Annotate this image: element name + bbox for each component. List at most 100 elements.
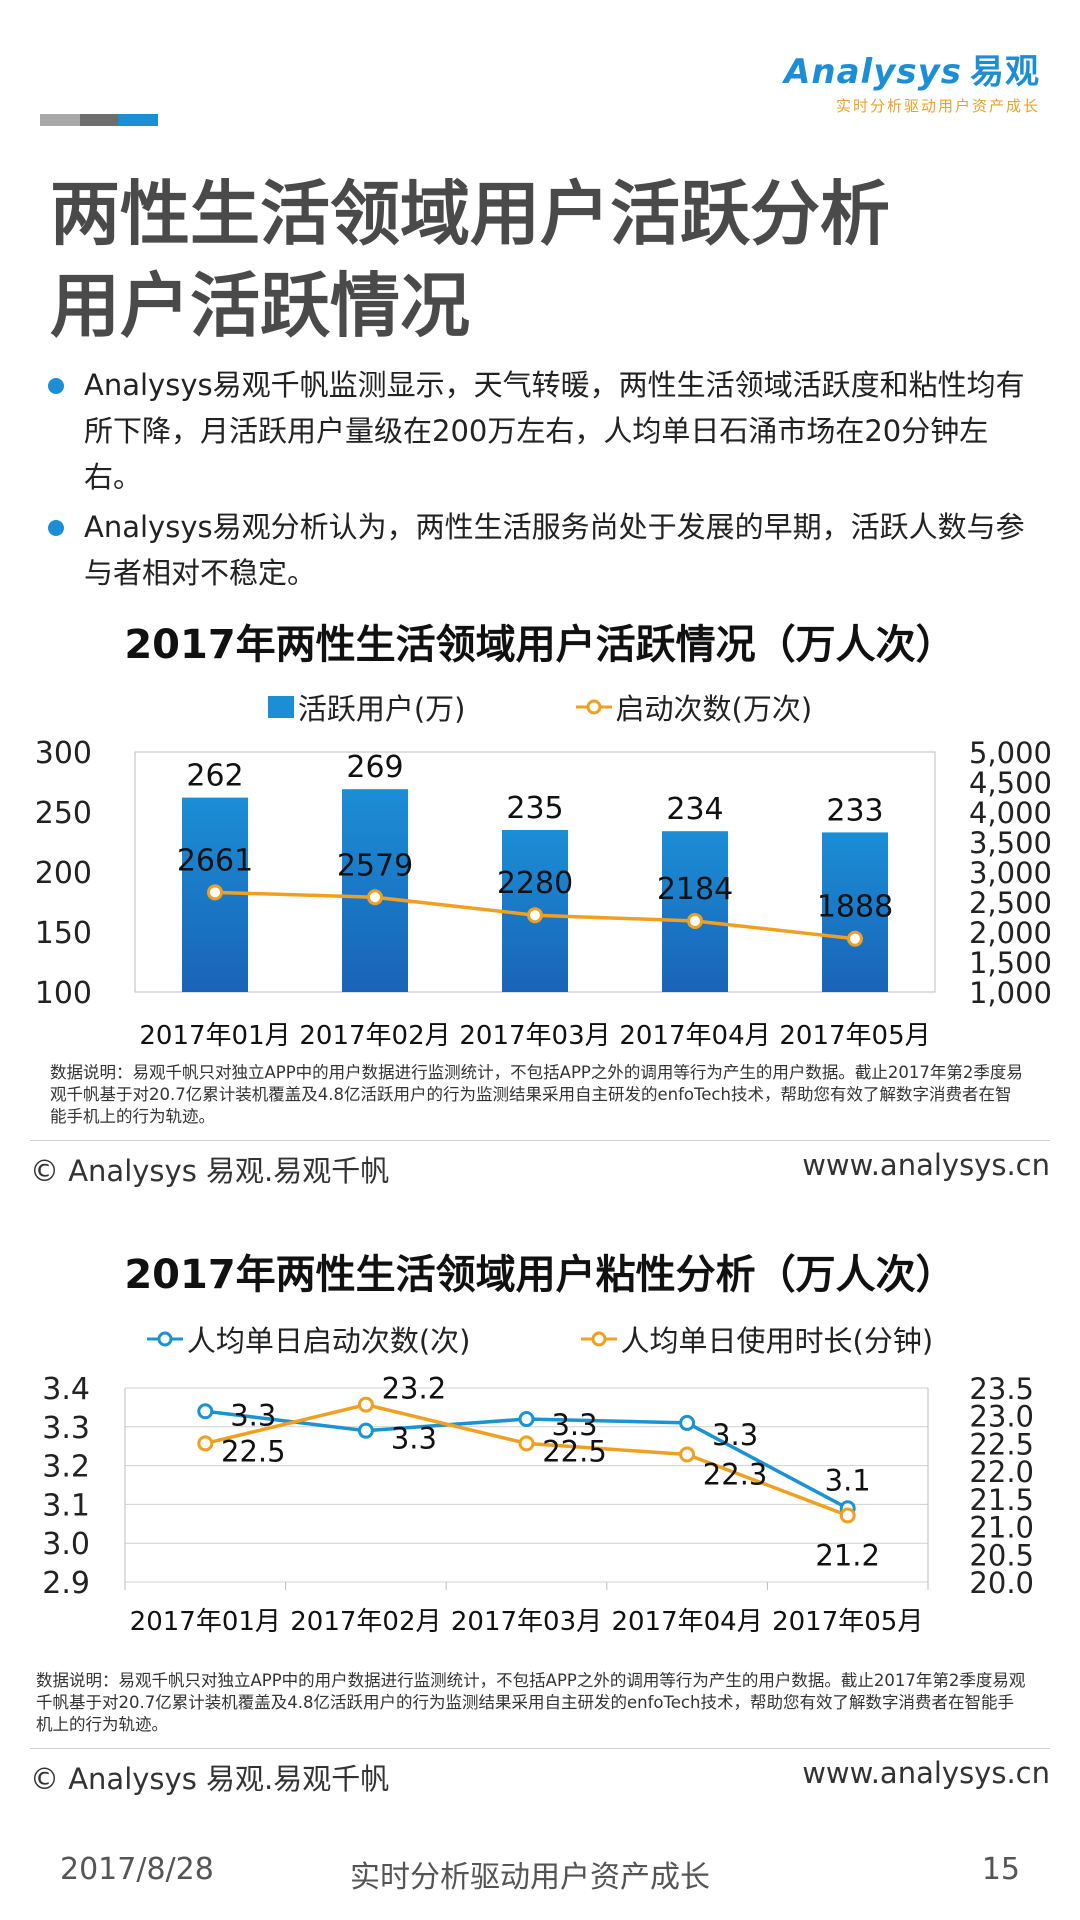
- y-right-tick-label: 22.0: [969, 1455, 1034, 1489]
- bar: [822, 832, 888, 992]
- y-left-tick-label: 3.2: [42, 1450, 90, 1485]
- x-tick-label: 2017年04月: [619, 1021, 770, 1051]
- line-value-label: 3.3: [230, 1398, 276, 1432]
- x-tick-label: 2017年02月: [299, 1021, 450, 1051]
- line-point: [357, 1396, 374, 1413]
- y-right-tick-label: 22.5: [969, 1427, 1034, 1461]
- legend-label: 活跃用户(万): [297, 692, 466, 726]
- title-line-2: 用户活跃情况: [50, 265, 470, 347]
- y-left-tick-label: 3.4: [42, 1372, 90, 1407]
- line-point: [197, 1403, 214, 1420]
- chart1-legend: 活跃用户(万) 启动次数(万次): [0, 686, 1080, 728]
- bar-value-label: 234: [666, 792, 723, 827]
- line-point: [357, 1422, 374, 1439]
- line-value-label: 3.3: [712, 1418, 758, 1452]
- chart1-divider: [30, 1140, 1050, 1141]
- chart2-divider: [30, 1748, 1050, 1749]
- line-point: [518, 1411, 535, 1428]
- bar-value-label: 269: [346, 750, 403, 785]
- y-right-tick-label: 23.0: [969, 1400, 1034, 1434]
- bar-value-label: 235: [506, 791, 563, 826]
- chart1-source-row: © Analysys 易观.易观千帆 www.analysys.cn: [30, 1148, 1050, 1190]
- y-left-tick-label: 3.3: [42, 1411, 90, 1446]
- accent-segment-dark: [80, 114, 118, 126]
- line-value-label: 2280: [497, 866, 573, 901]
- x-tick-label: 2017年05月: [772, 1607, 923, 1637]
- legend-item-active-users: 活跃用户(万): [267, 686, 466, 728]
- y-right-tick-label: 4,000: [969, 796, 1052, 830]
- line-value-label: 21.2: [815, 1538, 880, 1572]
- accent-bar: [40, 114, 158, 126]
- chart2-legend: 人均单日启动次数(次) 人均单日使用时长(分钟): [0, 1318, 1080, 1360]
- line-value-label: 2184: [657, 872, 733, 907]
- legend-item-launches: 启动次数(万次): [575, 686, 813, 728]
- bullet-list: Analysys易观千帆监测显示，天气转暖，两性生活领域活跃度和粘性均有所下降，…: [48, 362, 1038, 600]
- accent-segment-gray: [40, 114, 80, 126]
- legend-label: 启动次数(万次): [615, 692, 813, 726]
- line-point: [527, 907, 543, 924]
- line-value-label: 3.1: [825, 1463, 871, 1497]
- y-left-tick-label: 100: [35, 976, 92, 1011]
- y-left-tick-label: 250: [35, 796, 92, 831]
- chart2-website: www.analysys.cn: [802, 1756, 1050, 1790]
- line-value-label: 3.3: [551, 1408, 597, 1442]
- chart2-plot: 3.43.33.23.13.02.923.523.022.522.021.521…: [42, 1372, 1034, 1637]
- chart1-copyright: © Analysys 易观.易观千帆: [30, 1154, 390, 1188]
- line-point: [518, 1435, 535, 1452]
- bullet-text: Analysys易观千帆监测显示，天气转暖，两性生活领域活跃度和粘性均有所下降，…: [84, 368, 1025, 494]
- line-point: [197, 1435, 214, 1452]
- line-value-label: 2579: [337, 848, 413, 883]
- bullet-dot-icon: [48, 378, 64, 394]
- y-left-tick-label: 200: [35, 856, 92, 891]
- bullet-text: Analysys易观分析认为，两性生活服务尚处于发展的早期，活跃人数与参与者相对…: [84, 510, 1025, 590]
- chart2-title: 2017年两性生活领域用户粘性分析（万人次）: [124, 1252, 956, 1298]
- page-title: 两性生活领域用户活跃分析 用户活跃情况: [50, 168, 1030, 352]
- footer-date: 2017/8/28: [60, 1852, 214, 1887]
- line-value-label: 22.5: [542, 1434, 607, 1468]
- y-right-tick-label: 3,000: [969, 856, 1052, 890]
- y-left-tick-label: 2.9: [42, 1566, 90, 1601]
- x-tick-label: 2017年01月: [139, 1021, 290, 1051]
- line-value-label: 23.2: [382, 1372, 447, 1406]
- x-tick-label: 2017年04月: [611, 1607, 762, 1637]
- y-right-tick-label: 20.5: [969, 1538, 1034, 1572]
- y-right-tick-label: 21.0: [969, 1511, 1034, 1545]
- legend-line-swatch-icon: [580, 1331, 617, 1347]
- brand-cn: 易观: [970, 52, 1040, 92]
- y-right-tick-label: 1,000: [969, 976, 1052, 1010]
- footer-page-number: 15: [981, 1852, 1020, 1887]
- chart2-data-note: 数据说明：易观千帆只对独立APP中的用户数据进行监测统计，不包括APP之外的调用…: [36, 1671, 1026, 1734]
- y-right-tick-label: 5,000: [969, 736, 1052, 770]
- y-left-tick-label: 3.0: [42, 1527, 90, 1562]
- line-point: [367, 889, 383, 906]
- footer-slogan: 实时分析驱动用户资产成长: [350, 1860, 710, 1895]
- line-value-label: 2661: [177, 843, 253, 878]
- page-footer: 2017/8/28 实时分析驱动用户资产成长 15: [0, 1852, 1080, 1895]
- title-line-1: 两性生活领域用户活跃分析: [50, 173, 890, 255]
- y-right-tick-label: 21.5: [969, 1483, 1034, 1517]
- y-right-tick-label: 2,000: [969, 916, 1052, 950]
- bullet-dot-icon: [48, 520, 64, 536]
- legend-label: 人均单日使用时长(分钟): [620, 1324, 934, 1358]
- line-value-label: 1888: [817, 890, 893, 925]
- accent-segment-blue: [118, 114, 158, 126]
- chart2-source-row: © Analysys 易观.易观千帆 www.analysys.cn: [30, 1756, 1050, 1798]
- line-point: [207, 884, 223, 901]
- line-point: [679, 1446, 696, 1463]
- bar-value-label: 233: [826, 793, 883, 828]
- y-right-tick-label: 20.0: [969, 1566, 1034, 1600]
- y-left-tick-label: 150: [35, 916, 92, 951]
- line-point: [679, 1414, 696, 1431]
- line-value-label: 3.3: [391, 1422, 437, 1456]
- legend-bar-swatch-icon: [267, 696, 294, 718]
- bar-value-label: 262: [186, 759, 243, 794]
- x-tick-label: 2017年01月: [130, 1607, 281, 1637]
- y-left-tick-label: 300: [35, 736, 92, 771]
- line-value-label: 22.3: [703, 1458, 768, 1492]
- legend-line-swatch-icon: [146, 1331, 183, 1347]
- chart2-copyright: © Analysys 易观.易观千帆: [30, 1762, 390, 1796]
- y-left-tick-label: 3.1: [42, 1488, 90, 1523]
- x-tick-label: 2017年05月: [779, 1021, 930, 1051]
- legend-item-daily-duration: 人均单日使用时长(分钟): [580, 1318, 934, 1360]
- x-tick-label: 2017年02月: [290, 1607, 441, 1637]
